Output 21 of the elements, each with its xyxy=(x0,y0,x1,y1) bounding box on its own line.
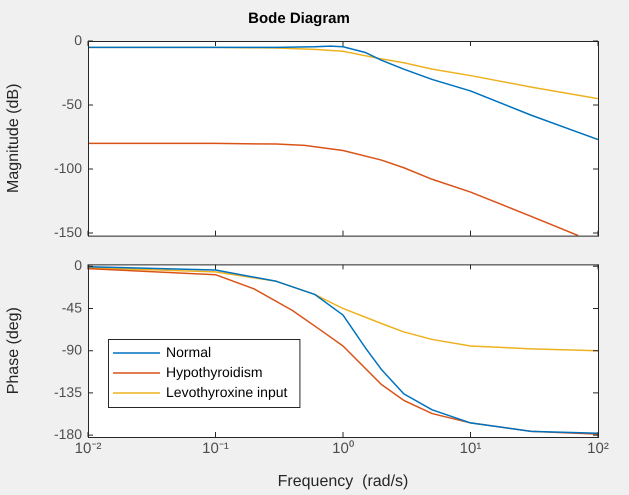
y-tick-label: -90 xyxy=(62,342,82,358)
x-tick-label: 10² xyxy=(587,440,609,458)
y-tick-label: -180 xyxy=(54,426,82,442)
y-axis-title: Phase (deg) xyxy=(5,307,22,394)
y-tick-label: 0 xyxy=(74,32,82,48)
y-tick-label: 0 xyxy=(74,257,82,274)
y-tick-label: -100 xyxy=(54,160,82,176)
y-tick-label: -50 xyxy=(62,96,82,112)
y-tick-label: -135 xyxy=(54,384,82,400)
legend-label: Hypothyroidism xyxy=(166,364,262,380)
x-tick-label: 10¹ xyxy=(460,440,482,458)
x-tick-label: 10⁻¹ xyxy=(202,440,229,458)
y-tick-label: -150 xyxy=(54,224,82,240)
chart-title: Bode Diagram xyxy=(248,10,350,28)
legend-label: Levothyroxine input xyxy=(166,384,288,400)
y-axis-title: Magnitude (dB) xyxy=(5,84,22,193)
x-tick-label: 10⁰ xyxy=(332,440,354,458)
x-axis-title: Frequency (rad/s) xyxy=(278,472,408,490)
legend-label: Normal xyxy=(166,344,212,360)
x-tick-label: 10⁻² xyxy=(74,440,102,458)
y-tick-label: -45 xyxy=(62,299,82,316)
